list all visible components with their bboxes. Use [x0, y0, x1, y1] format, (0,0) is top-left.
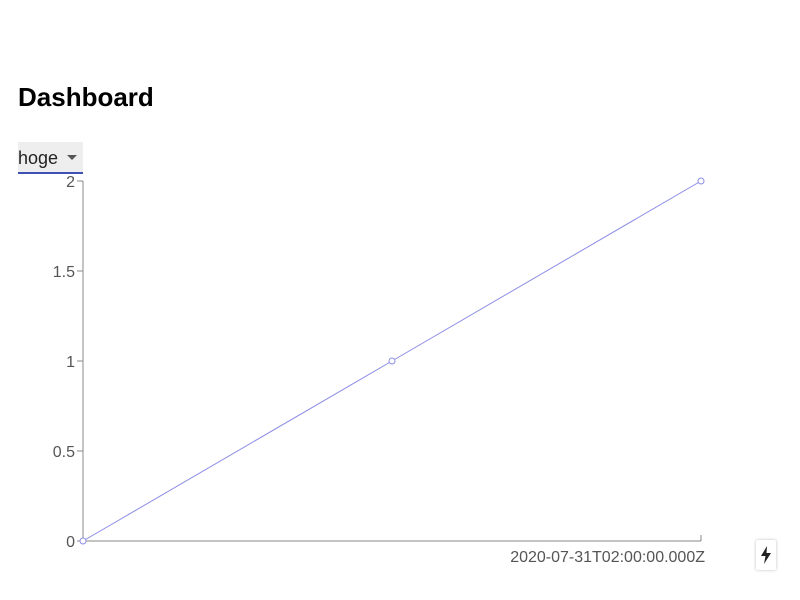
y-tick-label: 1.5	[53, 264, 75, 281]
data-point	[79, 537, 87, 545]
data-point	[388, 357, 396, 365]
y-tick-label: 1	[66, 354, 75, 371]
page-title: Dashboard	[18, 82, 154, 112]
series-select-value: hoge	[18, 148, 59, 168]
lightning-bolt-icon	[761, 546, 771, 564]
y-tick-label: 0.5	[53, 444, 75, 461]
y-tick-label: 0	[66, 534, 75, 551]
series-select[interactable]: hoge	[18, 142, 83, 174]
lightning-button[interactable]	[756, 540, 776, 570]
caret-down-icon	[67, 155, 77, 160]
x-tick-label: 2020-07-31T02:00:00.000Z	[510, 549, 705, 566]
y-tick-label: 2	[66, 174, 75, 191]
data-point	[697, 177, 705, 185]
